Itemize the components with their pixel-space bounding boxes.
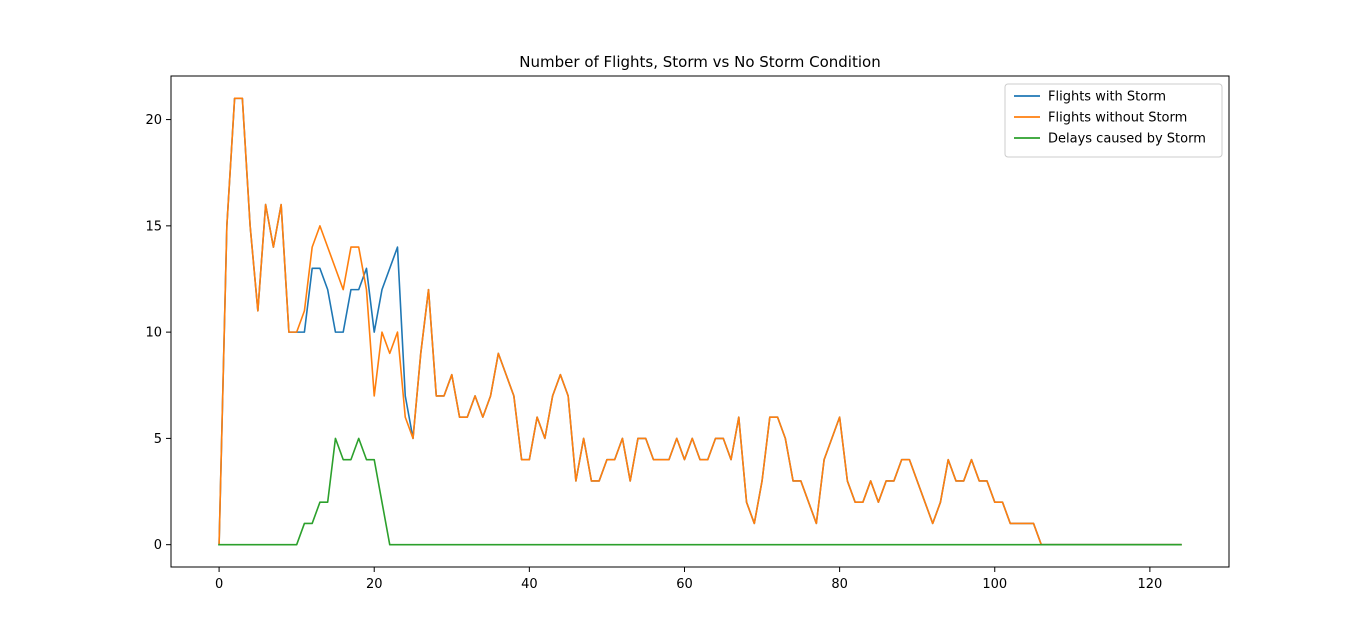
- series-line-3: [218, 437, 1182, 546]
- series-layer: [218, 97, 1182, 546]
- x-tick-label: 20: [366, 577, 383, 592]
- chart-title: Number of Flights, Storm vs No Storm Con…: [519, 53, 880, 71]
- y-tick-label: 15: [145, 219, 162, 234]
- legend-label: Flights with Storm: [1048, 90, 1166, 105]
- plot-frame: [170, 75, 1230, 568]
- y-tick-label: 20: [145, 113, 162, 128]
- y-tick-label: 5: [154, 432, 162, 447]
- x-tick-label: 60: [676, 577, 693, 592]
- x-tick-label: 80: [831, 577, 848, 592]
- x-tick-label: 0: [215, 577, 223, 592]
- y-axis: 0 5 10 15 20: [145, 113, 171, 553]
- legend-label: Flights without Storm: [1048, 111, 1187, 126]
- x-tick-label: 120: [1137, 577, 1162, 592]
- legend: Flights with Storm Flights without Storm D…: [1004, 83, 1223, 158]
- x-axis: 0 20 40 60 80 100 120: [215, 567, 1162, 592]
- legend-box: [1004, 83, 1223, 158]
- series-line-2: [218, 97, 1182, 546]
- y-tick-label: 0: [154, 538, 162, 553]
- legend-label: Delays caused by Storm: [1048, 132, 1206, 147]
- y-tick-label: 10: [145, 326, 162, 341]
- series-line-1: [218, 97, 1182, 546]
- x-tick-label: 100: [982, 577, 1007, 592]
- x-tick-label: 40: [521, 577, 538, 592]
